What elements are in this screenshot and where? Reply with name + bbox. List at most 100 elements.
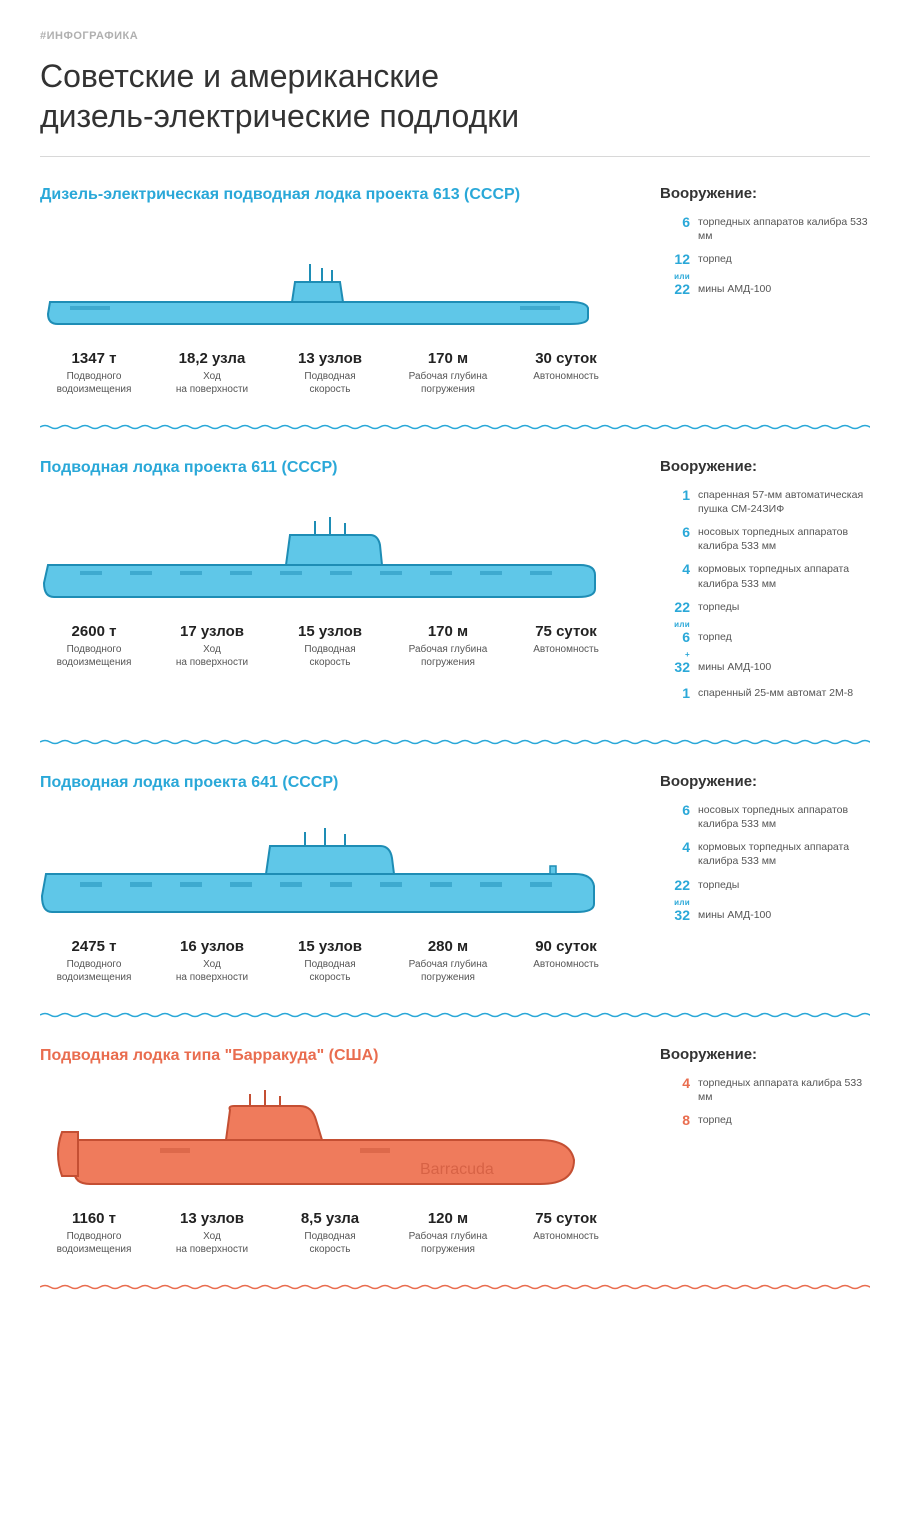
stat-value: 13 узлов (276, 350, 384, 367)
armament-number: 4 (682, 839, 690, 855)
stat-value: 15 узлов (276, 938, 384, 955)
stat-value: 8,5 узла (276, 1210, 384, 1227)
stat-value: 16 узлов (158, 938, 266, 955)
submarine-illustration (40, 497, 620, 607)
submarine-illustration (40, 812, 620, 922)
submarine-section: Подводная лодка проекта 641 (СССР) 2475 … (40, 773, 870, 984)
armament-number: 22 (674, 599, 690, 615)
armament-text: кормовых торпедных аппарата калибра 533 … (698, 839, 870, 868)
stat-item: 75 суток Автономность (512, 1210, 620, 1256)
stat-item: 18,2 узлаХодна поверхности (158, 350, 266, 396)
stat-label: Подводноговодоизмещения (40, 1230, 148, 1256)
stat-value: 15 узлов (276, 623, 384, 640)
armament-text: носовых торпедных аппаратов калибра 533 … (698, 802, 870, 831)
armament-number: 12 (674, 251, 690, 267)
submarine-title: Подводная лодка типа "Барракуда" (США) (40, 1046, 620, 1067)
wave-separator (40, 1012, 870, 1018)
armament-row: 22 мины АМД-100 (660, 281, 870, 299)
stat-label: Автономность (512, 370, 620, 383)
stat-value: 120 м (394, 1210, 502, 1227)
stat-item: 170 м Рабочая глубинапогружения (394, 623, 502, 669)
armament-row: 22 торпеды (660, 599, 870, 617)
armament-col: Вооружение:6носовых торпедных аппаратов … (660, 773, 870, 984)
stat-label: Рабочая глубинапогружения (394, 370, 502, 396)
submarine-illustration (40, 224, 620, 334)
stat-label: Подводнаяскорость (276, 643, 384, 669)
stat-label: Рабочая глубинапогружения (394, 643, 502, 669)
armament-text: спаренный 25-мм автомат 2М-8 (698, 685, 853, 700)
armament-col: Вооружение:6торпедных аппаратов калибра … (660, 185, 870, 396)
armament-text: кормовых торпедных аппарата калибра 533 … (698, 561, 870, 590)
armament-row: 1 спаренная 57-мм автоматическая пушка СМ… (660, 487, 870, 516)
armament-text: торпед (698, 1112, 732, 1127)
armament-text: мины АМД-100 (698, 281, 771, 296)
armament-row: 6торпед (660, 629, 870, 647)
submarine-left-col: Подводная лодка проекта 611 (СССР) 2600 … (40, 458, 620, 711)
armament-text: спаренная 57-мм автоматическая пушка СМ-… (698, 487, 870, 516)
stat-item: 15 узлов Подводнаяскорость (276, 623, 384, 669)
stat-value: 17 узлов (158, 623, 266, 640)
stat-label: Ходна поверхности (158, 958, 266, 984)
svg-text:Barracuda: Barracuda (420, 1161, 494, 1178)
armament-col: Вооружение:1спаренная 57-мм автоматическ… (660, 458, 870, 711)
armament-conjunction: или (660, 273, 690, 281)
main-title: Советские и американскиедизель-электриче… (40, 56, 870, 136)
stat-item: 13 узлов Ходна поверхности (158, 1210, 266, 1256)
stat-label: Подводноговодоизмещения (40, 958, 148, 984)
stat-label: Рабочая глубинапогружения (394, 1230, 502, 1256)
stat-label: Рабочая глубинапогружения (394, 958, 502, 984)
stat-value: 2600 т (40, 623, 148, 640)
armament-number: 22 (674, 281, 690, 297)
armament-number: 22 (674, 877, 690, 893)
armament-col: Вооружение:4торпедных аппарата калибра 5… (660, 1046, 870, 1257)
stat-item: 170 мРабочая глубинапогружения (394, 350, 502, 396)
armament-row: 32мины АМД-100 (660, 907, 870, 925)
stat-item: 1160 т Подводноговодоизмещения (40, 1210, 148, 1256)
stat-item: 17 узлов Ходна поверхности (158, 623, 266, 669)
divider (40, 156, 870, 157)
stat-label: Подводноговодоизмещения (40, 370, 148, 396)
armament-row: 6 носовых торпедных аппаратов калибра 533… (660, 524, 870, 553)
armament-text: торпеды (698, 599, 739, 614)
submarine-section: Подводная лодка типа "Барракуда" (США) B… (40, 1046, 870, 1257)
armament-number: 4 (682, 1075, 690, 1091)
armament-number: 32 (674, 907, 690, 923)
stat-label: Ходна поверхности (158, 643, 266, 669)
stats-row: 1160 т Подводноговодоизмещения 13 узлов Ход… (40, 1210, 620, 1256)
armament-text: торпед (698, 629, 732, 644)
stat-value: 1160 т (40, 1210, 148, 1227)
wave-separator (40, 1284, 870, 1290)
armament-row: 4 кормовых торпедных аппарата калибра 533… (660, 839, 870, 868)
stat-value: 170 м (394, 623, 502, 640)
armament-number: 1 (682, 685, 690, 701)
armament-number: 4 (682, 561, 690, 577)
armament-number: 6 (682, 524, 690, 540)
stat-label: Автономность (512, 643, 620, 656)
stat-label: Ходна поверхности (158, 1230, 266, 1256)
stat-label: Подводнаяскорость (276, 1230, 384, 1256)
armament-text: торпедных аппарата калибра 533 мм (698, 1075, 870, 1104)
armament-row: 4 торпедных аппарата калибра 533 мм (660, 1075, 870, 1104)
armament-row: 4 кормовых торпедных аппарата калибра 533… (660, 561, 870, 590)
stats-row: 1347 т Подводноговодоизмещения 18,2 узлаХо… (40, 350, 620, 396)
armament-heading: Вооружение: (660, 773, 870, 790)
stat-value: 75 суток (512, 1210, 620, 1227)
submarine-left-col: Подводная лодка проекта 641 (СССР) 2475 … (40, 773, 620, 984)
stat-label: Подводнаяскорость (276, 370, 384, 396)
stat-item: 15 узловПодводнаяскорость (276, 938, 384, 984)
armament-number: 1 (682, 487, 690, 503)
armament-conjunction: + (660, 651, 690, 659)
stat-value: 13 узлов (158, 1210, 266, 1227)
stat-label: Автономность (512, 1230, 620, 1243)
stat-item: 75 сутокАвтономность (512, 623, 620, 669)
armament-text: торпеды (698, 877, 739, 892)
armament-text: носовых торпедных аппаратов калибра 533 … (698, 524, 870, 553)
stat-label: Подводноговодоизмещения (40, 643, 148, 669)
tag-label: #ИНФОГРАФИКА (40, 30, 870, 42)
stat-item: 280 м Рабочая глубинапогружения (394, 938, 502, 984)
armament-text: торпед (698, 251, 732, 266)
stat-value: 30 суток (512, 350, 620, 367)
armament-number: 32 (674, 659, 690, 675)
stat-value: 1347 т (40, 350, 148, 367)
stat-value: 280 м (394, 938, 502, 955)
